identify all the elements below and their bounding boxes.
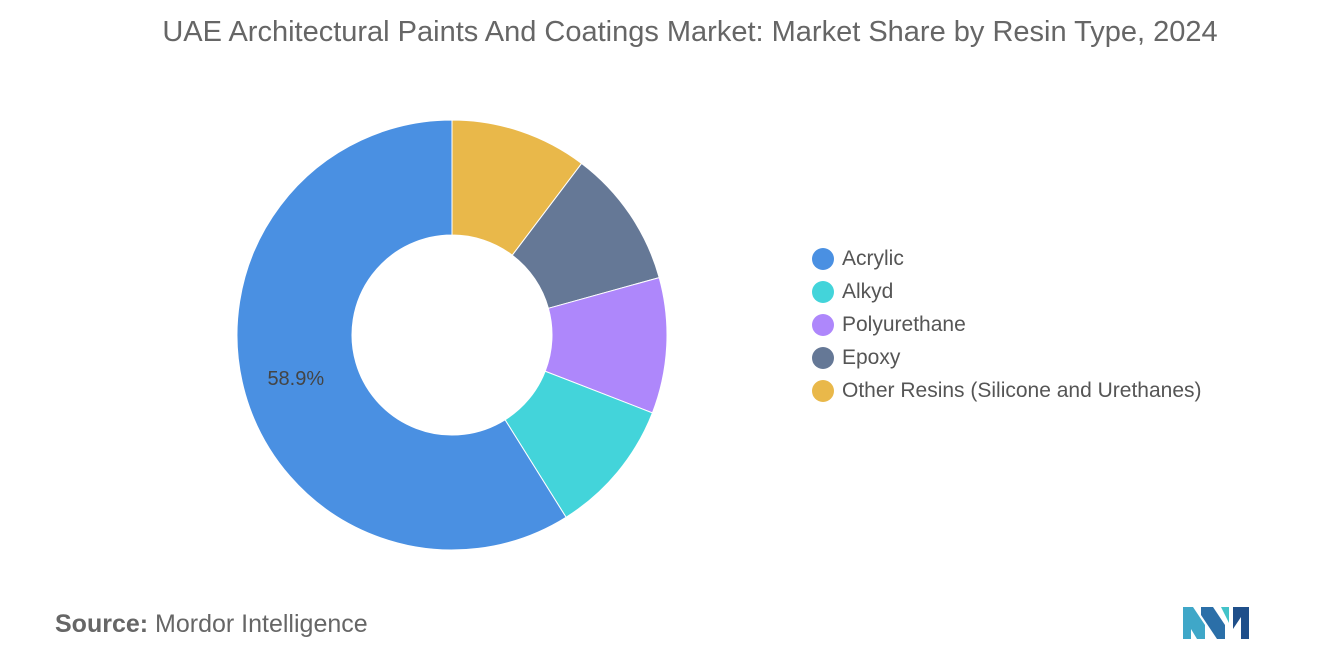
donut-labels: 58.9% — [267, 368, 324, 390]
legend-swatch — [812, 280, 834, 303]
source-text: Mordor Intelligence — [155, 610, 368, 638]
legend-swatch — [812, 346, 834, 369]
legend-item-acrylic: Acrylic — [812, 242, 1202, 275]
slice-acrylic — [236, 119, 567, 551]
legend-label: Alkyd — [842, 279, 894, 303]
data-label-acrylic: 58.9% — [267, 368, 324, 390]
source-note: Source: Mordor Intelligence — [55, 610, 368, 639]
source-label: Source: — [55, 610, 149, 638]
legend-swatch — [812, 379, 834, 402]
mordor-logo-icon — [1183, 607, 1249, 639]
legend-label: Other Resins (Silicone and Urethanes) — [842, 378, 1202, 402]
legend-swatch — [812, 313, 834, 336]
legend-label: Epoxy — [842, 345, 901, 369]
chart-title: UAE Architectural Paints And Coatings Ma… — [162, 16, 1218, 48]
legend-item-alkyd: Alkyd — [812, 275, 1202, 308]
legend-item-epoxy: Epoxy — [812, 341, 1202, 374]
legend-label: Polyurethane — [842, 312, 966, 336]
chart-legend: Acrylic Alkyd Polyurethane Epoxy Other Resin… — [812, 242, 1202, 407]
donut-slices — [236, 119, 668, 551]
legend-swatch — [812, 247, 834, 270]
legend-item-polyurethane: Polyurethane — [812, 308, 1202, 341]
legend-item-other-resins-silicone-and-urethanes: Other Resins (Silicone and Urethanes) — [812, 374, 1202, 407]
legend-label: Acrylic — [842, 246, 904, 270]
